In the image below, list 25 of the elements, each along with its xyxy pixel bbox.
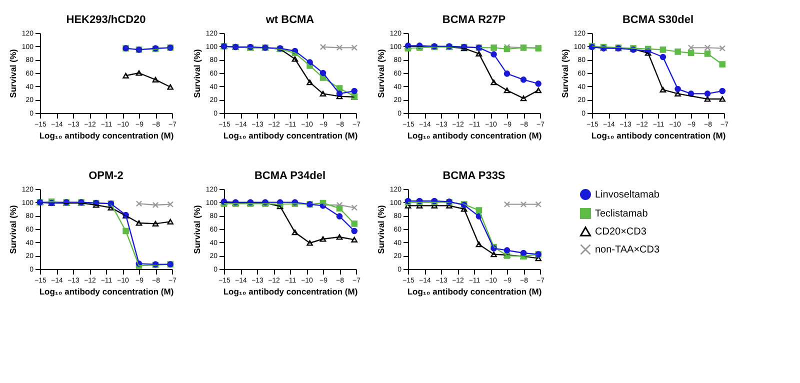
x-axis-title: Log₁₀ antibody concentration (M) [223, 130, 358, 140]
y-axis-title: Survival (%) [8, 205, 18, 254]
chart-title: HEK293/hCD20 [66, 14, 146, 26]
y-axis-title: Survival (%) [192, 205, 202, 254]
chart-title: BCMA P33S [442, 170, 506, 182]
y-axis-title: Survival (%) [8, 49, 18, 98]
chart-title: OPM-2 [88, 170, 124, 182]
legend-label: CD20×CD3 [595, 226, 647, 238]
legend-label: non-TAA×CD3 [595, 244, 660, 256]
chart-title: BCMA P34del [254, 170, 326, 182]
x-axis-title: Log₁₀ antibody concentration (M) [39, 286, 174, 296]
legend-label: Teclistamab [595, 208, 648, 220]
y-axis-title: Survival (%) [192, 49, 202, 98]
y-axis-title: Survival (%) [376, 49, 386, 98]
x-axis-title: Log₁₀ antibody concentration (M) [407, 130, 542, 140]
legend-label: Linvoseltamab [595, 190, 660, 200]
x-axis-title: Log₁₀ antibody concentration (M) [223, 286, 358, 296]
x-axis-title: Log₁₀ antibody concentration (M) [39, 130, 174, 140]
chart-title: BCMA R27P [442, 14, 506, 26]
chart-title: BCMA S30del [622, 14, 694, 26]
chart-title: wt BCMA [264, 14, 314, 26]
y-axis-title: Survival (%) [560, 49, 570, 98]
x-axis-title: Log₁₀ antibody concentration (M) [407, 286, 542, 296]
x-axis-title: Log₁₀ antibody concentration (M) [591, 130, 726, 140]
y-axis-title: Survival (%) [376, 205, 386, 254]
